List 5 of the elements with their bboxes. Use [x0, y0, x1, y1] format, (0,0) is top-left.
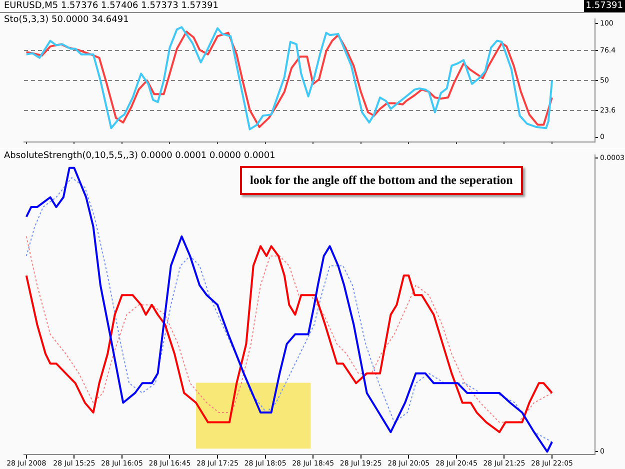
text: 1.57391	[584, 0, 625, 12]
chart-title: AbsoluteStrength(0,10,5,5,,3) 0.0000 0.0001 0.0000 0.0001	[4, 151, 276, 161]
chart-title: Sto(5,3,3) 50.0000 34.6491	[4, 15, 129, 25]
annotation: look for the angle off the bottom and the seperation	[240, 166, 523, 195]
text: EURUSD,M5 1.57376 1.57406 1.57373 1.57391	[4, 1, 218, 11]
